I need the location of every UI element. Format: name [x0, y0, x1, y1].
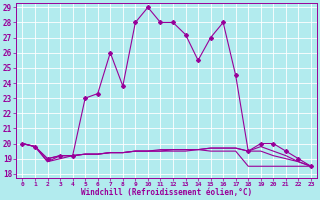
X-axis label: Windchill (Refroidissement éolien,°C): Windchill (Refroidissement éolien,°C): [81, 188, 252, 197]
